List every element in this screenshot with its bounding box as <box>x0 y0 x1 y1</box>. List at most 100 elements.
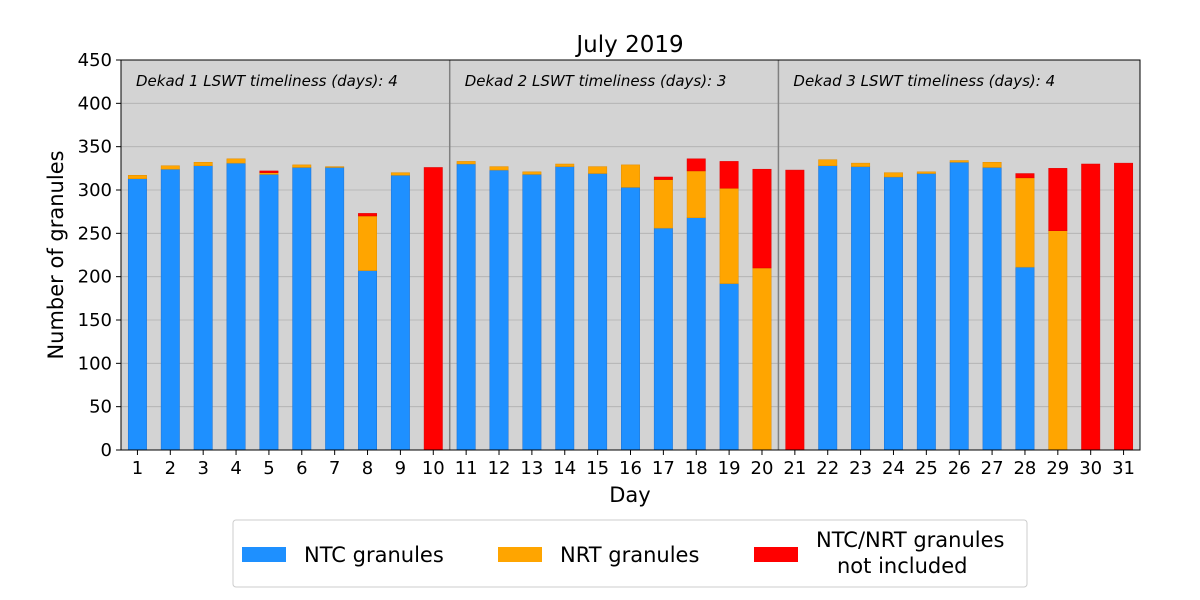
bar-segment <box>1048 230 1068 451</box>
bar-segment <box>686 158 706 172</box>
bar-segment <box>621 187 640 451</box>
bar-segment <box>358 213 377 217</box>
bar-segment <box>489 169 509 451</box>
bar-segment <box>588 173 608 451</box>
legend: NTC granules NRT granules NTC/NRT granules… <box>232 519 1028 588</box>
y-tick-label: 400 <box>78 93 112 114</box>
bar-segment <box>719 283 739 451</box>
x-tick-label: 17 <box>652 458 675 479</box>
bar-segment <box>292 164 312 168</box>
bar-segment <box>752 168 772 269</box>
bar-segment <box>489 166 509 171</box>
bar-segment <box>752 267 772 451</box>
x-tick-label: 7 <box>329 458 340 479</box>
bar-segment <box>916 173 936 451</box>
bar-segment <box>325 167 345 451</box>
x-tick-label: 3 <box>197 458 208 479</box>
bar-segment <box>653 179 673 229</box>
legend-swatch <box>754 547 798 562</box>
x-tick-label: 14 <box>553 458 576 479</box>
bar-segment <box>1114 162 1134 451</box>
legend-label: NRT granules <box>560 543 699 567</box>
x-tick-label: 20 <box>751 458 774 479</box>
x-tick-label: 15 <box>586 458 609 479</box>
bar-segment <box>916 171 936 174</box>
y-axis: 0 50 100 150 200 250 300 350 400 450 <box>78 50 121 461</box>
bar-segment <box>390 172 410 176</box>
x-tick-label: 1 <box>132 458 143 479</box>
bar-segment <box>127 175 147 179</box>
bar-segment <box>785 169 805 451</box>
bar-segment <box>653 227 673 451</box>
y-tick-label: 0 <box>101 440 112 461</box>
legend-swatch <box>498 547 542 562</box>
bar-segment <box>226 162 246 451</box>
y-tick-label: 150 <box>78 310 112 331</box>
bar-segment <box>522 174 542 451</box>
y-tick-label: 450 <box>78 50 112 71</box>
x-tick-label: 19 <box>718 458 741 479</box>
bar-segment <box>719 188 739 284</box>
x-tick-label: 6 <box>296 458 307 479</box>
x-tick-label: 12 <box>488 458 511 479</box>
dekad-annotation: Dekad 1 LSWT timeliness (days): 4 <box>136 72 398 90</box>
bar-segment <box>1048 168 1068 231</box>
x-tick-label: 10 <box>422 458 445 479</box>
x-tick-label: 9 <box>395 458 406 479</box>
legend-label: NTC granules <box>304 543 444 567</box>
x-axis: 1 2 3 4 5 6 7 8 9 10 11 12 13 14 15 16 17 18 19 20 21 22 23 24 2… <box>132 450 1135 479</box>
bar-segment <box>982 167 1002 451</box>
bar-segment <box>292 167 312 451</box>
bar-segment <box>818 159 838 166</box>
y-tick-label: 350 <box>78 137 112 158</box>
x-tick-label: 22 <box>816 458 839 479</box>
bar-segment <box>982 162 1002 168</box>
bar-segment <box>555 166 575 451</box>
x-tick-label: 16 <box>619 458 642 479</box>
bar-segment <box>949 160 969 163</box>
legend-swatch <box>242 547 286 562</box>
x-tick-label: 29 <box>1046 458 1069 479</box>
bar-segment <box>1081 163 1101 451</box>
bar-segment <box>1015 177 1035 268</box>
bar-segment <box>160 168 180 451</box>
y-axis-label: Number of granules <box>44 150 68 359</box>
bars <box>127 158 1134 451</box>
x-tick-label: 18 <box>685 458 708 479</box>
bar-segment <box>851 166 871 451</box>
bar-segment <box>1015 266 1035 451</box>
x-tick-label: 28 <box>1013 458 1036 479</box>
bar-segment <box>193 162 213 166</box>
bar-segment <box>686 217 706 451</box>
bar-segment <box>884 176 903 451</box>
bar-segment <box>226 158 246 164</box>
legend-label: NTC/NRT granules not included <box>816 528 1004 578</box>
bar-segment <box>686 170 706 218</box>
bar-segment <box>456 161 476 165</box>
x-tick-label: 8 <box>362 458 373 479</box>
y-tick-label: 100 <box>78 353 112 374</box>
bar-segment <box>719 161 739 189</box>
chart-title: July 2019 <box>574 32 683 58</box>
bar-segment <box>621 164 640 188</box>
x-tick-label: 26 <box>948 458 971 479</box>
y-tick-label: 50 <box>89 397 112 418</box>
bar-segment <box>949 162 969 451</box>
x-tick-label: 4 <box>230 458 241 479</box>
x-tick-label: 27 <box>981 458 1004 479</box>
x-tick-label: 23 <box>849 458 872 479</box>
bar-segment <box>1015 173 1035 179</box>
dekad-annotation: Dekad 2 LSWT timeliness (days): 3 <box>465 72 727 90</box>
bar-segment <box>259 170 279 173</box>
dekad-annotation: Dekad 3 LSWT timeliness (days): 4 <box>793 72 1055 90</box>
dekad-annotations: Dekad 1 LSWT timeliness (days): 4 Dekad 2… <box>136 72 1055 90</box>
bar-segment <box>588 166 608 174</box>
bar-segment <box>456 163 476 451</box>
bar-segment <box>160 165 180 170</box>
bar-segment <box>358 270 377 451</box>
legend-box <box>232 519 1028 588</box>
bar-segment <box>325 166 345 168</box>
dekad-dividers <box>448 60 780 450</box>
x-tick-label: 11 <box>455 458 478 479</box>
